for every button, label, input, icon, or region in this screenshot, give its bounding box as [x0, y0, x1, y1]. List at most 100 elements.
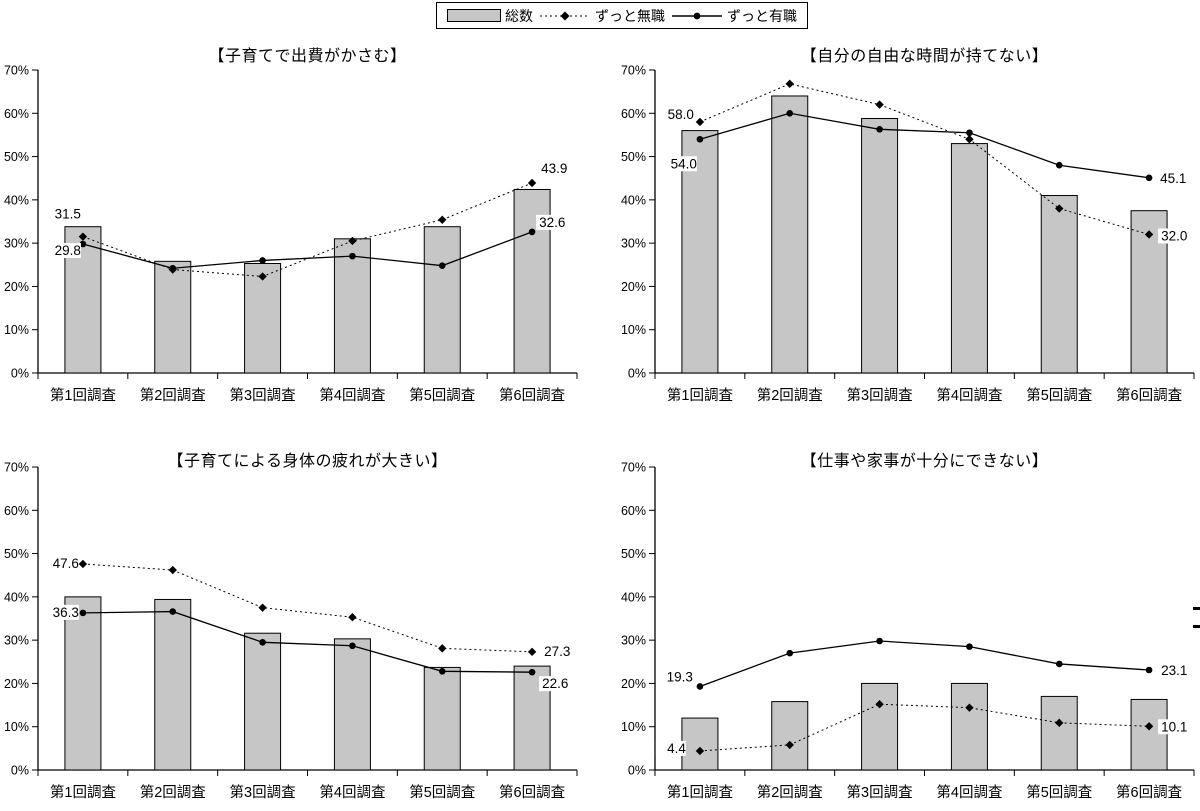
x-category-label: 第4回調査 [936, 386, 1002, 404]
diamond-marker [78, 232, 88, 241]
circle-marker [966, 643, 973, 650]
y-tick-label: 60% [621, 504, 646, 518]
point-label: 32.6 [539, 215, 565, 230]
point-label: 22.6 [542, 676, 568, 691]
point-label: 45.1 [1160, 171, 1186, 186]
x-category-label: 第5回調査 [1026, 783, 1092, 801]
axis-lines [37, 70, 577, 374]
y-tick-label: 0% [628, 367, 646, 381]
circle-marker [349, 642, 356, 650]
bar [950, 143, 988, 374]
y-tick-label: 50% [4, 547, 29, 561]
circle-marker [169, 264, 177, 272]
point-label: 23.1 [1161, 663, 1187, 678]
x-category-label: 第2回調査 [140, 386, 206, 404]
x-category-label: 第1回調査 [667, 386, 733, 404]
point-label: 31.5 [55, 207, 81, 222]
y-tick-label: 60% [4, 107, 29, 121]
circle-marker [1145, 666, 1153, 674]
chart-plot-free-time: 0% 10% 20% 30% 40% 50% 60% 70% 第1回調査 第2回調査 第3回調査 第4… [621, 64, 1197, 404]
point-label: 47.6 [53, 556, 79, 571]
circle-marker [966, 129, 973, 137]
diamond-marker [695, 117, 705, 127]
solid-trend-line [699, 112, 1150, 179]
point-label: 32.0 [1161, 228, 1187, 243]
point-label-bg [42, 243, 81, 259]
x-category-label: 第5回調査 [1026, 386, 1092, 404]
circle-marker [259, 639, 266, 646]
y-tick-label: 50% [4, 150, 29, 164]
legend-label-jobless: ずっと無職 [595, 7, 665, 24]
y-tick-label: 50% [621, 150, 646, 164]
x-category-label: 第6回調査 [499, 783, 565, 801]
y-tick-label: 30% [4, 237, 29, 251]
y-tick-label: 60% [4, 504, 29, 518]
bar [333, 238, 371, 374]
x-category-label: 第1回調査 [50, 386, 116, 404]
point-label: 36.3 [53, 605, 79, 620]
chart-plot-fatigue: 0% 10% 20% 30% 40% 50% 60% 70% 第1回調査 第2回調査 第3回調査 第4… [4, 461, 578, 801]
y-tick-label: 60% [621, 107, 646, 121]
point-label: 19.3 [667, 669, 693, 684]
diamond-marker [438, 215, 447, 224]
diamond-marker [168, 565, 177, 575]
bar [64, 226, 102, 374]
diamond-marker [1055, 204, 1064, 213]
y-tick-label: 70% [4, 64, 29, 78]
chart-title-work-housework: 【仕事や家事が十分にできない】 [800, 453, 1049, 470]
dotted-trend-line [699, 703, 1150, 752]
circle-marker [786, 649, 794, 657]
point-label: 29.8 [55, 243, 81, 258]
bar [771, 95, 809, 374]
y-tick-label: 10% [4, 323, 29, 337]
solid-trend-line [699, 640, 1150, 688]
diamond-marker [875, 100, 884, 109]
diamond-marker [527, 178, 537, 188]
circle-marker [349, 252, 356, 260]
chart-plot-expenses: 0% 10% 20% 30% 40% 50% 60% 70% 第1回調査 第2回調査 第3回調査 第4… [4, 64, 578, 404]
y-tick-label: 20% [4, 677, 29, 691]
diamond-marker [438, 644, 447, 653]
y-tick-label: 70% [4, 461, 29, 475]
legend-label-employed: ずっと有職 [727, 7, 797, 24]
diamond-marker [1144, 230, 1154, 239]
x-category-label: 第6回調査 [499, 386, 565, 404]
y-tick-label: 20% [621, 280, 646, 294]
point-label-bg [655, 740, 686, 756]
diamond-marker [785, 740, 794, 750]
solid-circle-line-icon [672, 12, 722, 19]
axis-lines [654, 70, 1194, 374]
circle-marker [438, 668, 446, 675]
point-label: 54.0 [671, 156, 697, 171]
chart-plot-work-housework: 0% 10% 20% 30% 40% 50% 60% 70% 第1回調査 第2回調査 第3回調査 第4… [621, 461, 1197, 801]
point-label-bg [1158, 719, 1197, 735]
bar [423, 666, 461, 771]
bar [1040, 695, 1078, 771]
bar [1040, 195, 1078, 374]
point-label: 27.3 [544, 644, 570, 659]
point-label-bg [536, 214, 575, 230]
circle-marker [259, 257, 266, 264]
x-category-label: 第6回調査 [1116, 386, 1182, 404]
y-tick-label: 40% [4, 590, 29, 604]
x-category-label: 第2回調査 [140, 783, 206, 801]
y-tick-label: 0% [11, 367, 29, 381]
diamond-marker [78, 559, 88, 569]
bar [1130, 698, 1168, 771]
chart-title-free-time: 【自分の自由な時間が持てない】 [800, 48, 1049, 65]
dotted-trend-line [82, 182, 533, 277]
bar [333, 638, 371, 771]
circle-marker [528, 228, 536, 236]
axis-lines [654, 467, 1194, 771]
point-label-bg [40, 604, 79, 620]
edge-text-fragment [1193, 607, 1200, 610]
y-tick-label: 50% [621, 547, 646, 561]
legend-label-total: 総数 [505, 7, 533, 24]
diamond-marker [348, 236, 357, 246]
point-label: 10.1 [1161, 719, 1187, 734]
x-category-label: 第5回調査 [409, 783, 475, 801]
x-category-label: 第1回調査 [667, 783, 733, 801]
x-category-label: 第3回調査 [847, 386, 913, 404]
x-category-label: 第4回調査 [319, 386, 385, 404]
x-category-label: 第4回調査 [319, 783, 385, 801]
